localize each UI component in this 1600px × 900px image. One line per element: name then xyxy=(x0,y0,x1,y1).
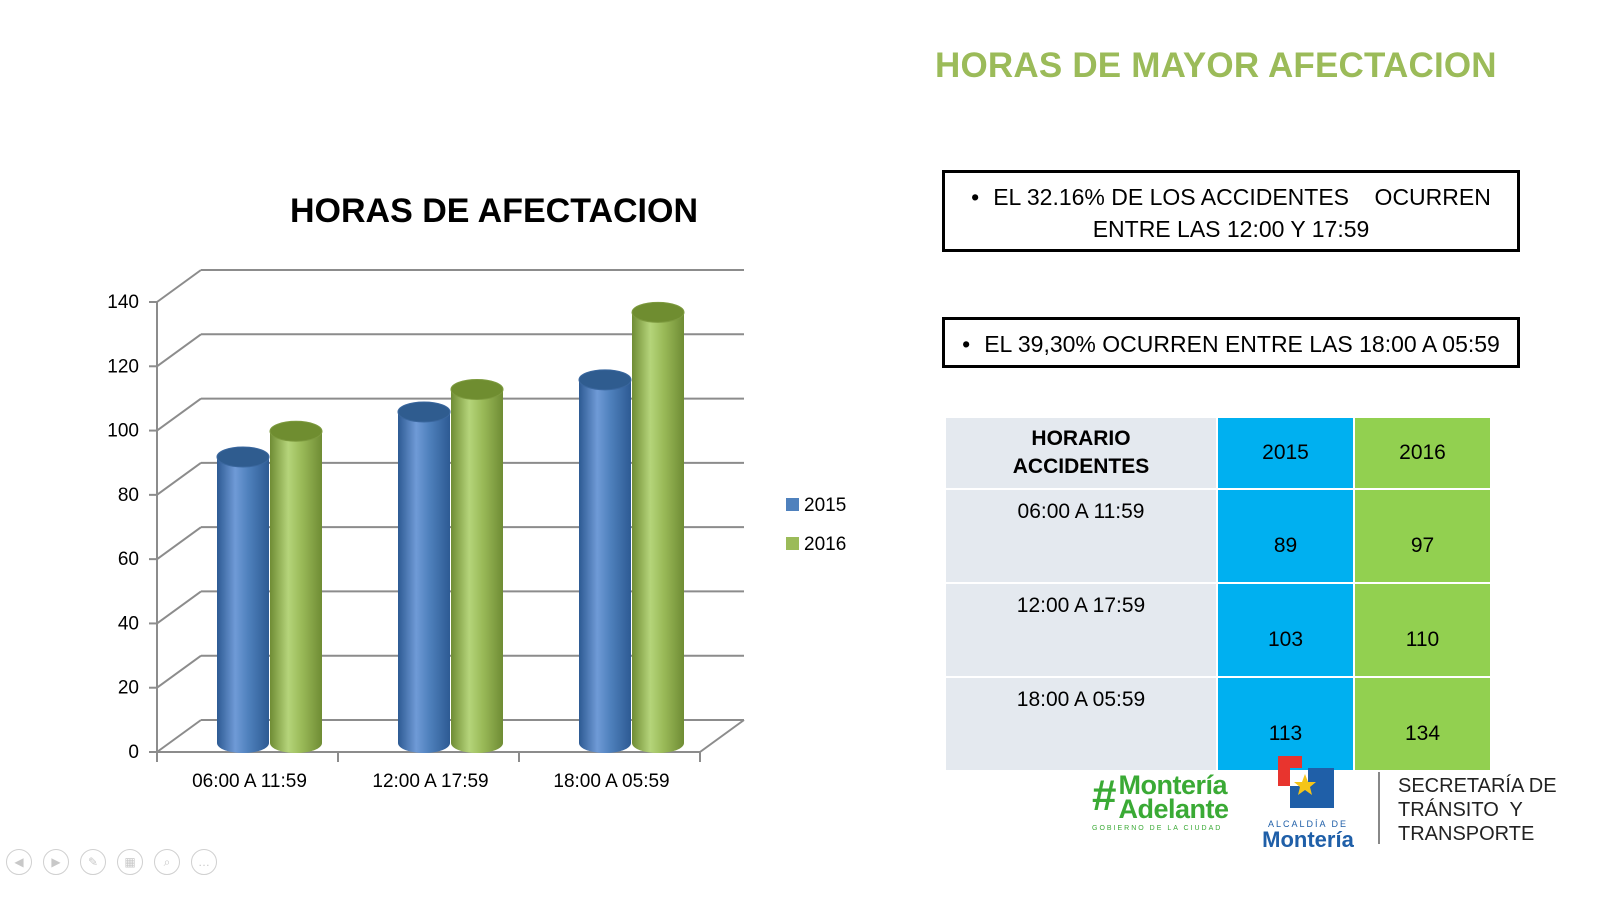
table-row: 12:00 A 17:59 103 110 xyxy=(944,582,1492,678)
y-tick-label: 120 xyxy=(107,356,139,377)
bar-2015 xyxy=(398,411,450,754)
alcaldia-logo: ALCALDÍA DE Montería xyxy=(1258,752,1358,852)
bar-top-2016 xyxy=(631,301,685,323)
gridline-side xyxy=(156,397,202,432)
secretaria-line3: TRANSPORTE xyxy=(1398,823,1535,845)
info-box-night: • EL 39,30% OCURREN ENTRE LAS 18:00 A 05:… xyxy=(942,317,1520,368)
previous-icon[interactable]: ◀ xyxy=(6,849,32,875)
bar-2015 xyxy=(217,456,269,754)
cell-2016: 134 xyxy=(1353,676,1492,772)
slides-grid-icon[interactable]: ▦ xyxy=(117,849,143,875)
legend-swatch-2016 xyxy=(786,537,799,550)
y-tick-label: 40 xyxy=(118,613,139,634)
secretaria-line2: TRÁNSITO Y xyxy=(1398,799,1523,821)
alcaldia-small-text: ALCALDÍA DE xyxy=(1267,819,1349,829)
table-header-row: HORARIO ACCIDENTES 2015 2016 xyxy=(944,416,1492,490)
cell-2016: 110 xyxy=(1353,582,1492,678)
alcaldia-emblem-icon xyxy=(1278,756,1334,808)
secretaria-label: SECRETARÍA DE TRÁNSITO Y TRANSPORTE xyxy=(1398,774,1557,846)
logo-line1: Montería xyxy=(1118,770,1227,800)
x-tick-label: 18:00 A 05:59 xyxy=(553,771,669,792)
table-row: 18:00 A 05:59 113 134 xyxy=(944,676,1492,772)
row-label: 06:00 A 11:59 xyxy=(944,488,1218,584)
cell-2015: 103 xyxy=(1216,582,1355,678)
bar-top-2016 xyxy=(269,420,323,442)
floor-edge xyxy=(699,719,745,753)
bar-2016 xyxy=(451,389,503,754)
row-label: 18:00 A 05:59 xyxy=(944,676,1218,772)
y-tick-label: 80 xyxy=(118,485,139,506)
hash-symbol: # xyxy=(1092,771,1117,820)
bullet: • xyxy=(971,184,980,210)
info-text-line1: EL 32.16% DE LOS ACCIDENTES OCURREN xyxy=(993,184,1491,210)
zoom-icon[interactable]: ⌕ xyxy=(154,849,180,875)
bar-top-2016 xyxy=(450,378,504,400)
y-tick-label: 60 xyxy=(118,549,139,570)
row-label: 12:00 A 17:59 xyxy=(944,582,1218,678)
gridline-side xyxy=(156,462,202,496)
bullet: • xyxy=(962,331,971,357)
gridline-side xyxy=(156,654,202,689)
logo-line2: Adelante xyxy=(1118,794,1229,824)
header-horario: HORARIO ACCIDENTES xyxy=(944,416,1218,490)
bar-top-2015 xyxy=(578,369,632,391)
cell-2015: 89 xyxy=(1216,488,1355,584)
logo-divider xyxy=(1378,772,1380,844)
y-tick-label: 0 xyxy=(128,742,139,763)
gridline-side xyxy=(156,269,202,303)
y-tick-label: 140 xyxy=(107,292,139,313)
logo-tagline: GOBIERNO DE LA CIUDAD xyxy=(1092,825,1223,832)
accidents-table: HORARIO ACCIDENTES 2015 2016 06:00 A 11:… xyxy=(944,416,1492,772)
y-tick-label: 20 xyxy=(118,678,139,699)
info-text: EL 39,30% OCURREN ENTRE LAS 18:00 A 05:5… xyxy=(984,331,1500,357)
legend-label: 2016 xyxy=(804,534,846,555)
x-tick-label: 12:00 A 17:59 xyxy=(372,771,488,792)
bar-2015 xyxy=(579,379,631,754)
gridline-side xyxy=(156,719,202,753)
table-row: 06:00 A 11:59 89 97 xyxy=(944,488,1492,584)
gridline-side xyxy=(156,526,202,560)
header-label-line2: ACCIDENTES xyxy=(1012,455,1150,478)
legend-label: 2015 xyxy=(804,495,846,516)
bar-2016 xyxy=(632,312,684,754)
header-2016: 2016 xyxy=(1353,416,1492,490)
info-box-afternoon: • EL 32.16% DE LOS ACCIDENTES OCURREN ENT… xyxy=(942,170,1520,252)
gridline-side xyxy=(156,590,202,625)
bar-2016 xyxy=(270,431,322,754)
gridline-side xyxy=(156,333,202,368)
x-tick-label: 06:00 A 11:59 xyxy=(192,771,307,792)
bar-chart: 0 20 40 60 80 100 120 140 06:00 A 11:59 12:00 A 1… xyxy=(107,269,846,792)
cell-2016: 97 xyxy=(1353,488,1492,584)
more-icon[interactable]: … xyxy=(191,849,217,875)
bar-top-2015 xyxy=(216,446,270,468)
y-tick-label: 100 xyxy=(107,421,139,442)
header-2015: 2015 xyxy=(1216,416,1355,490)
pen-icon[interactable]: ✎ xyxy=(80,849,106,875)
secretaria-line1: SECRETARÍA DE xyxy=(1398,775,1557,797)
alcaldia-name: Montería xyxy=(1262,827,1354,852)
next-icon[interactable]: ▶ xyxy=(43,849,69,875)
bar-top-2015 xyxy=(397,401,451,423)
chart-title: HORAS DE AFECTACION xyxy=(290,192,698,230)
info-text-line2: ENTRE LAS 12:00 Y 17:59 xyxy=(1092,216,1370,242)
header-label-line1: HORARIO xyxy=(1031,427,1131,450)
monteria-adelante-logo: # Montería Adelante GOBIERNO DE LA CIUDA… xyxy=(1092,770,1242,843)
legend-swatch-2015 xyxy=(786,498,799,511)
slide-title: HORAS DE MAYOR AFECTACION xyxy=(935,46,1497,85)
